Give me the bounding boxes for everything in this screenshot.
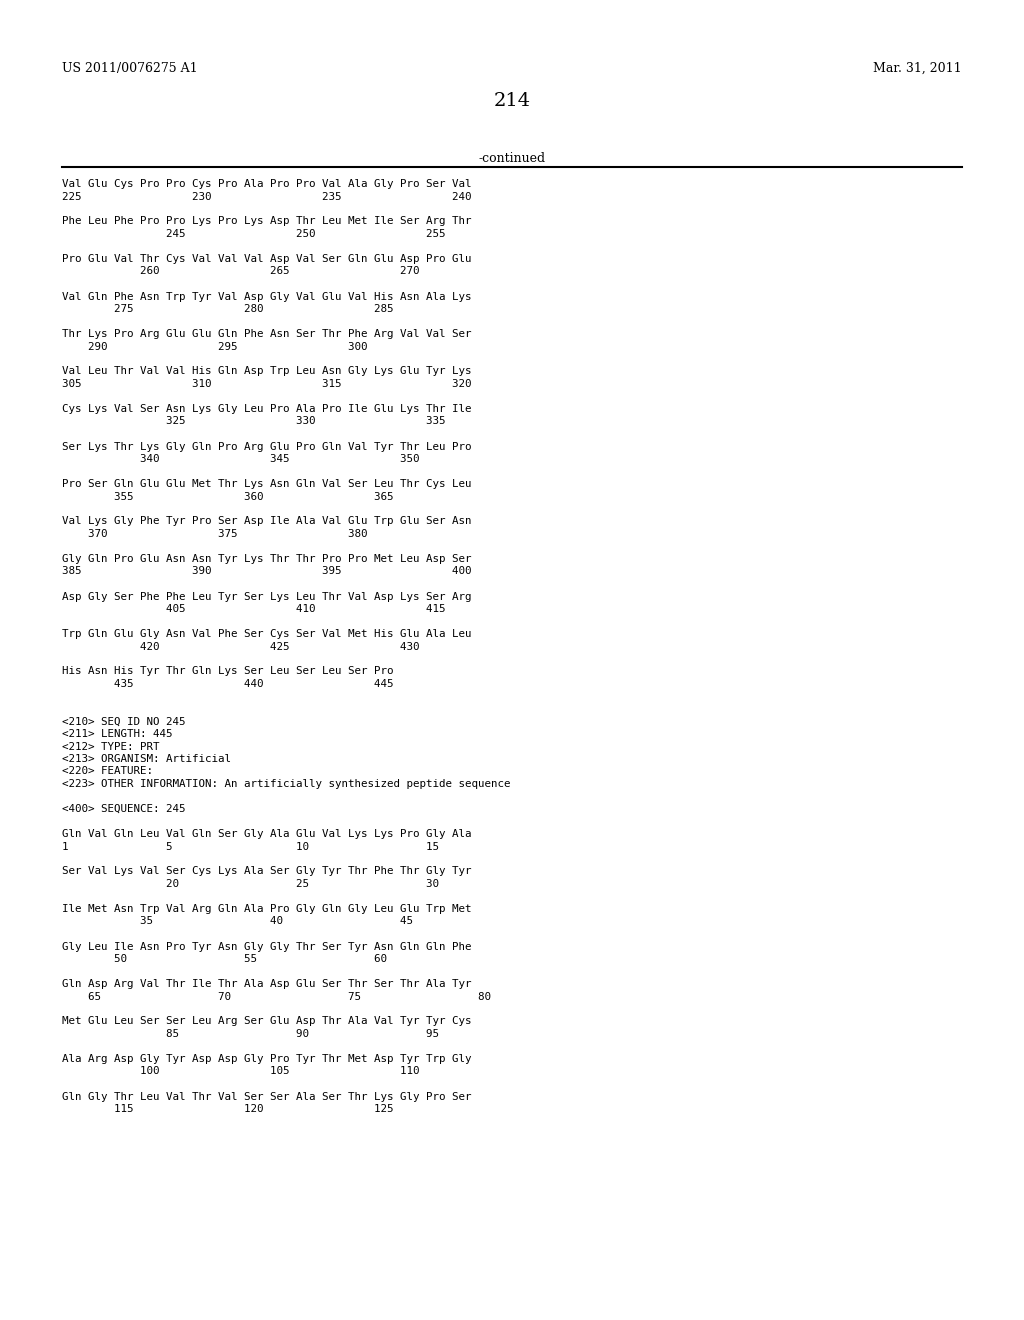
Text: -continued: -continued (478, 152, 546, 165)
Text: 245                 250                 255: 245 250 255 (62, 228, 445, 239)
Text: Mar. 31, 2011: Mar. 31, 2011 (873, 62, 962, 75)
Text: <211> LENGTH: 445: <211> LENGTH: 445 (62, 729, 172, 739)
Text: Cys Lys Val Ser Asn Lys Gly Leu Pro Ala Pro Ile Glu Lys Thr Ile: Cys Lys Val Ser Asn Lys Gly Leu Pro Ala … (62, 404, 471, 414)
Text: US 2011/0076275 A1: US 2011/0076275 A1 (62, 62, 198, 75)
Text: <400> SEQUENCE: 245: <400> SEQUENCE: 245 (62, 804, 185, 814)
Text: Gln Asp Arg Val Thr Ile Thr Ala Asp Glu Ser Thr Ser Thr Ala Tyr: Gln Asp Arg Val Thr Ile Thr Ala Asp Glu … (62, 979, 471, 989)
Text: Asp Gly Ser Phe Phe Leu Tyr Ser Lys Leu Thr Val Asp Lys Ser Arg: Asp Gly Ser Phe Phe Leu Tyr Ser Lys Leu … (62, 591, 471, 602)
Text: Gln Gly Thr Leu Val Thr Val Ser Ser Ala Ser Thr Lys Gly Pro Ser: Gln Gly Thr Leu Val Thr Val Ser Ser Ala … (62, 1092, 471, 1101)
Text: Met Glu Leu Ser Ser Leu Arg Ser Glu Asp Thr Ala Val Tyr Tyr Cys: Met Glu Leu Ser Ser Leu Arg Ser Glu Asp … (62, 1016, 471, 1027)
Text: 405                 410                 415: 405 410 415 (62, 605, 445, 614)
Text: Ser Val Lys Val Ser Cys Lys Ala Ser Gly Tyr Thr Phe Thr Gly Tyr: Ser Val Lys Val Ser Cys Lys Ala Ser Gly … (62, 866, 471, 876)
Text: 35                  40                  45: 35 40 45 (62, 916, 413, 927)
Text: 100                 105                 110: 100 105 110 (62, 1067, 420, 1077)
Text: Val Gln Phe Asn Trp Tyr Val Asp Gly Val Glu Val His Asn Ala Lys: Val Gln Phe Asn Trp Tyr Val Asp Gly Val … (62, 292, 471, 301)
Text: <223> OTHER INFORMATION: An artificially synthesized peptide sequence: <223> OTHER INFORMATION: An artificially… (62, 779, 511, 789)
Text: <213> ORGANISM: Artificial: <213> ORGANISM: Artificial (62, 754, 231, 764)
Text: 85                  90                  95: 85 90 95 (62, 1030, 439, 1039)
Text: Trp Gln Glu Gly Asn Val Phe Ser Cys Ser Val Met His Glu Ala Leu: Trp Gln Glu Gly Asn Val Phe Ser Cys Ser … (62, 630, 471, 639)
Text: 370                 375                 380: 370 375 380 (62, 529, 368, 539)
Text: Gln Val Gln Leu Val Gln Ser Gly Ala Glu Val Lys Lys Pro Gly Ala: Gln Val Gln Leu Val Gln Ser Gly Ala Glu … (62, 829, 471, 840)
Text: <212> TYPE: PRT: <212> TYPE: PRT (62, 742, 160, 751)
Text: Ala Arg Asp Gly Tyr Asp Asp Gly Pro Tyr Thr Met Asp Tyr Trp Gly: Ala Arg Asp Gly Tyr Asp Asp Gly Pro Tyr … (62, 1053, 471, 1064)
Text: 260                 265                 270: 260 265 270 (62, 267, 420, 276)
Text: 355                 360                 365: 355 360 365 (62, 491, 393, 502)
Text: 435                 440                 445: 435 440 445 (62, 678, 393, 689)
Text: <210> SEQ ID NO 245: <210> SEQ ID NO 245 (62, 717, 185, 726)
Text: Gly Leu Ile Asn Pro Tyr Asn Gly Gly Thr Ser Tyr Asn Gln Gln Phe: Gly Leu Ile Asn Pro Tyr Asn Gly Gly Thr … (62, 941, 471, 952)
Text: 305                 310                 315                 320: 305 310 315 320 (62, 379, 471, 389)
Text: 340                 345                 350: 340 345 350 (62, 454, 420, 465)
Text: 225                 230                 235                 240: 225 230 235 240 (62, 191, 471, 202)
Text: Val Leu Thr Val Val His Gln Asp Trp Leu Asn Gly Lys Glu Tyr Lys: Val Leu Thr Val Val His Gln Asp Trp Leu … (62, 367, 471, 376)
Text: Val Lys Gly Phe Tyr Pro Ser Asp Ile Ala Val Glu Trp Glu Ser Asn: Val Lys Gly Phe Tyr Pro Ser Asp Ile Ala … (62, 516, 471, 527)
Text: Val Glu Cys Pro Pro Cys Pro Ala Pro Pro Val Ala Gly Pro Ser Val: Val Glu Cys Pro Pro Cys Pro Ala Pro Pro … (62, 180, 471, 189)
Text: Pro Ser Gln Glu Glu Met Thr Lys Asn Gln Val Ser Leu Thr Cys Leu: Pro Ser Gln Glu Glu Met Thr Lys Asn Gln … (62, 479, 471, 488)
Text: 420                 425                 430: 420 425 430 (62, 642, 420, 652)
Text: His Asn His Tyr Thr Gln Lys Ser Leu Ser Leu Ser Pro: His Asn His Tyr Thr Gln Lys Ser Leu Ser … (62, 667, 393, 676)
Text: 290                 295                 300: 290 295 300 (62, 342, 368, 351)
Text: Gly Gln Pro Glu Asn Asn Tyr Lys Thr Thr Pro Pro Met Leu Asp Ser: Gly Gln Pro Glu Asn Asn Tyr Lys Thr Thr … (62, 554, 471, 564)
Text: 20                  25                  30: 20 25 30 (62, 879, 439, 888)
Text: Ser Lys Thr Lys Gly Gln Pro Arg Glu Pro Gln Val Tyr Thr Leu Pro: Ser Lys Thr Lys Gly Gln Pro Arg Glu Pro … (62, 441, 471, 451)
Text: 1               5                   10                  15: 1 5 10 15 (62, 842, 439, 851)
Text: Phe Leu Phe Pro Pro Lys Pro Lys Asp Thr Leu Met Ile Ser Arg Thr: Phe Leu Phe Pro Pro Lys Pro Lys Asp Thr … (62, 216, 471, 227)
Text: Ile Met Asn Trp Val Arg Gln Ala Pro Gly Gln Gly Leu Glu Trp Met: Ile Met Asn Trp Val Arg Gln Ala Pro Gly … (62, 904, 471, 913)
Text: 325                 330                 335: 325 330 335 (62, 417, 445, 426)
Text: 65                  70                  75                  80: 65 70 75 80 (62, 991, 490, 1002)
Text: 275                 280                 285: 275 280 285 (62, 304, 393, 314)
Text: <220> FEATURE:: <220> FEATURE: (62, 767, 153, 776)
Text: 115                 120                 125: 115 120 125 (62, 1104, 393, 1114)
Text: Thr Lys Pro Arg Glu Glu Gln Phe Asn Ser Thr Phe Arg Val Val Ser: Thr Lys Pro Arg Glu Glu Gln Phe Asn Ser … (62, 329, 471, 339)
Text: 50                  55                  60: 50 55 60 (62, 954, 387, 964)
Text: 385                 390                 395                 400: 385 390 395 400 (62, 566, 471, 577)
Text: Pro Glu Val Thr Cys Val Val Val Asp Val Ser Gln Glu Asp Pro Glu: Pro Glu Val Thr Cys Val Val Val Asp Val … (62, 253, 471, 264)
Text: 214: 214 (494, 92, 530, 110)
